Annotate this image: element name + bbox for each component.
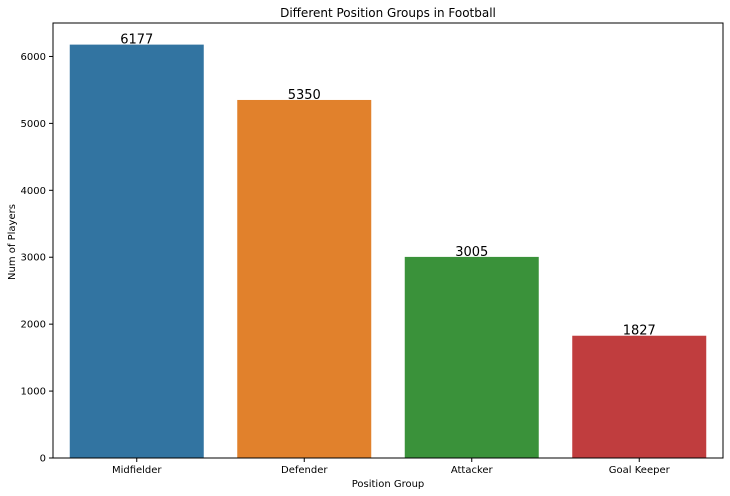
y-tick-label-3: 3000 [21, 253, 46, 264]
y-tick-label-5: 5000 [21, 119, 46, 130]
chart-title: Different Position Groups in Football [280, 6, 496, 20]
axes-frame [52, 22, 724, 459]
bar-0 [69, 44, 204, 459]
bar-3 [572, 335, 707, 458]
x-tick-label-1: Defender [281, 465, 328, 476]
plot-area: 6177 5350 3005 1827 0 1000 2000 3000 4000 5000 600… [21, 22, 724, 476]
x-tick-label-2: Attacker [451, 465, 494, 476]
data-label-1: 5350 [288, 88, 321, 103]
y-tick-label-4: 4000 [21, 186, 46, 197]
bar-1 [237, 99, 372, 458]
x-tick-label-0: Midfielder [112, 465, 162, 476]
x-tick-label-3: Goal Keeper [609, 465, 671, 476]
y-tick-label-2: 2000 [21, 320, 46, 331]
y-tick-label-6: 6000 [21, 52, 46, 63]
bar-2 [404, 256, 539, 458]
x-axis-label: Position Group [352, 479, 425, 490]
data-label-3: 1827 [623, 324, 656, 339]
data-label-2: 3005 [455, 245, 488, 260]
y-axis-label: Num of Players [7, 204, 18, 280]
data-label-0: 6177 [120, 33, 153, 48]
y-tick-label-1: 1000 [21, 387, 46, 398]
y-tick-label-0: 0 [40, 454, 46, 465]
